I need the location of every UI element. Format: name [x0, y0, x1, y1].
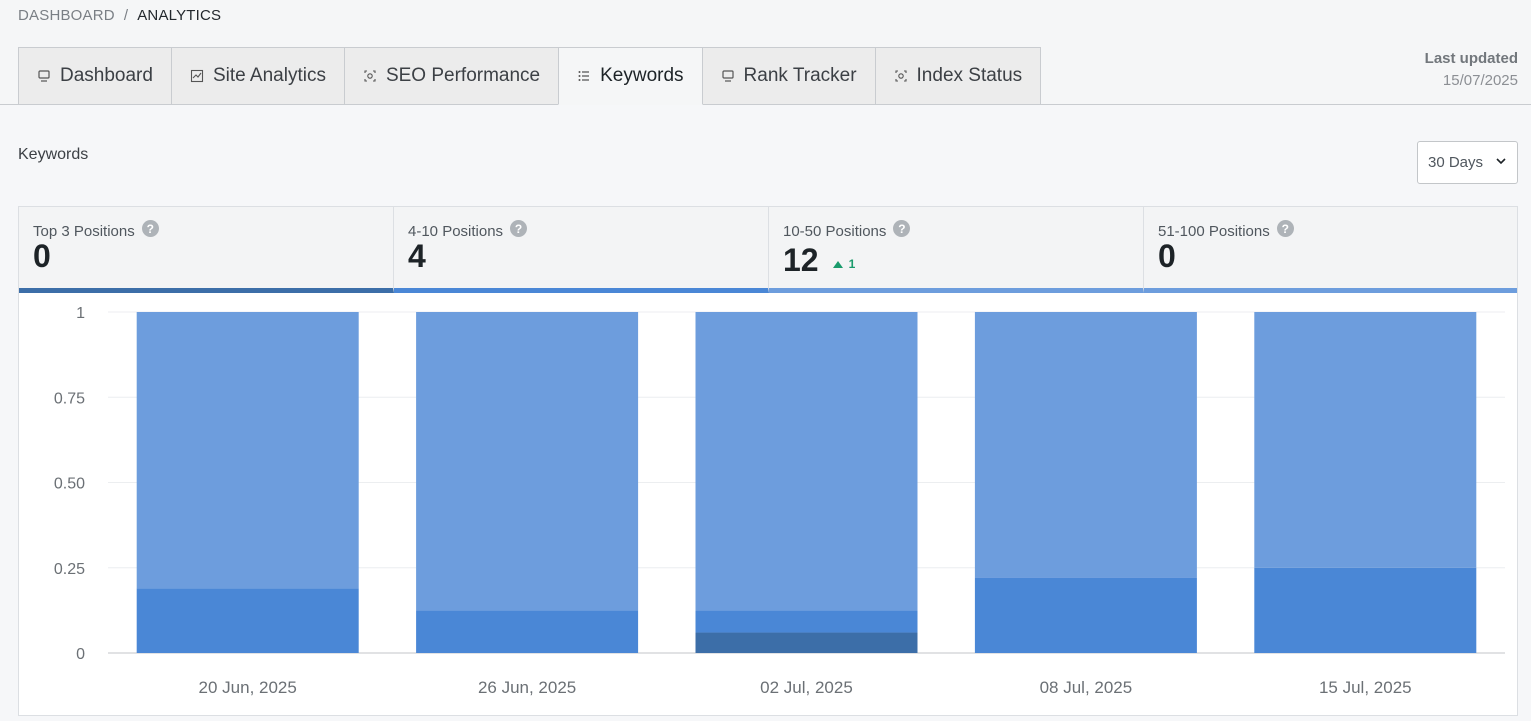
tab-index-status[interactable]: Index Status [874, 47, 1042, 105]
tab-label: SEO Performance [385, 65, 541, 86]
stat-label: Top 3 Positions? [33, 220, 379, 240]
tab-label: Site Analytics [212, 65, 326, 86]
last-updated-date: 15/07/2025 [1442, 72, 1518, 89]
bar-pos4_10 [695, 610, 918, 633]
stat-label: 4-10 Positions? [408, 220, 754, 240]
x-tick-label: 15 Jul, 2025 [1319, 678, 1412, 697]
keyword-stats-card: Top 3 Positions? 0 4-10 Positions? 4 10-50 P… [18, 206, 1518, 716]
date-range-value: 30 Days [1428, 154, 1484, 171]
last-updated-label: Last updated [1424, 50, 1518, 67]
bar-top3 [695, 632, 918, 653]
stat-label: 10-50 Positions? [783, 220, 1129, 240]
breadcrumb-analytics: ANALYTICS [137, 7, 222, 24]
section-title: Keywords [18, 146, 89, 163]
date-range-select[interactable]: 30 Days [1417, 141, 1518, 184]
bar-pos4_10 [1254, 567, 1477, 653]
stat-top-3-positions[interactable]: Top 3 Positions? 0 [19, 207, 394, 293]
x-tick-label: 20 Jun, 2025 [199, 678, 297, 697]
stat-value: 0 [33, 238, 51, 274]
stat-value: 0 [1158, 238, 1176, 274]
bar-pos4_10 [416, 610, 639, 653]
y-tick-label: 0.25 [54, 561, 85, 578]
list-icon [578, 71, 590, 81]
breadcrumb: DASHBOARD / ANALYTICS [18, 7, 221, 24]
breadcrumb-separator: / [123, 7, 129, 24]
monitor-icon [721, 70, 734, 82]
arrow-up-icon [832, 260, 843, 268]
keywords-panel: Keywords 30 Days Top 3 Positions? 0 4-10 P… [0, 105, 1531, 721]
x-tick-label: 26 Jun, 2025 [478, 678, 576, 697]
x-tick-label: 08 Jul, 2025 [1040, 678, 1133, 697]
question-icon[interactable]: ? [893, 220, 911, 237]
bar-pos10_50 [416, 312, 639, 611]
stat-4-10-positions[interactable]: 4-10 Positions? 4 [394, 207, 769, 293]
y-tick-label: 0 [76, 646, 85, 663]
stat-10-50-positions[interactable]: 10-50 Positions? 12 1 [769, 207, 1144, 293]
monitor-icon [38, 70, 50, 82]
tab-seo-performance[interactable]: SEO Performance [343, 47, 560, 105]
x-tick-label: 02 Jul, 2025 [760, 678, 853, 697]
stat-51-100-positions[interactable]: 51-100 Positions? 0 [1144, 207, 1517, 293]
y-tick-label: 0.50 [54, 476, 85, 493]
breadcrumb-dashboard[interactable]: DASHBOARD [18, 7, 115, 24]
tab-rank-tracker[interactable]: Rank Tracker [701, 47, 876, 105]
tab-site-analytics[interactable]: Site Analytics [170, 47, 345, 105]
target-icon [894, 70, 907, 82]
chevron-down-icon [1496, 158, 1506, 165]
tab-dashboard[interactable]: Dashboard [18, 47, 172, 105]
stat-label: 51-100 Positions? [1158, 220, 1503, 240]
question-icon[interactable]: ? [510, 220, 528, 237]
stats-row: Top 3 Positions? 0 4-10 Positions? 4 10-50 P… [19, 207, 1517, 293]
bar-pos4_10 [974, 577, 1197, 653]
stat-value: 4 [408, 238, 426, 274]
target-icon [364, 70, 376, 82]
tab-bar: Dashboard Site Analytics SEO Performance Ke… [0, 47, 1531, 105]
tab-keywords[interactable]: Keywords [558, 47, 703, 105]
question-icon[interactable]: ? [1276, 220, 1294, 237]
bar-pos10_50 [695, 312, 918, 611]
tab-label: Rank Tracker [743, 65, 857, 86]
stat-delta: 1 [832, 245, 855, 283]
line-chart-icon [190, 69, 204, 83]
y-tick-label: 0.75 [54, 390, 85, 407]
y-tick-label: 1 [76, 305, 85, 322]
keywords-chart: 0 0.25 0.50 0.75 1 20 Jun, 2025 26 Jun, 2025 02… [54, 305, 1505, 697]
bar-pos10_50 [974, 312, 1197, 578]
bar-pos4_10 [136, 588, 359, 653]
bar-pos10_50 [1254, 312, 1477, 568]
tab-label: Dashboard [60, 65, 153, 86]
bar-pos10_50 [136, 312, 359, 589]
tab-label: Keywords [600, 65, 684, 86]
stat-value: 12 1 [783, 237, 1129, 283]
last-updated: Last updated 15/07/2025 [1425, 50, 1518, 89]
tab-list: Dashboard Site Analytics SEO Performance Ke… [18, 47, 1042, 105]
tab-label: Index Status [916, 65, 1023, 86]
question-icon[interactable]: ? [141, 220, 159, 237]
